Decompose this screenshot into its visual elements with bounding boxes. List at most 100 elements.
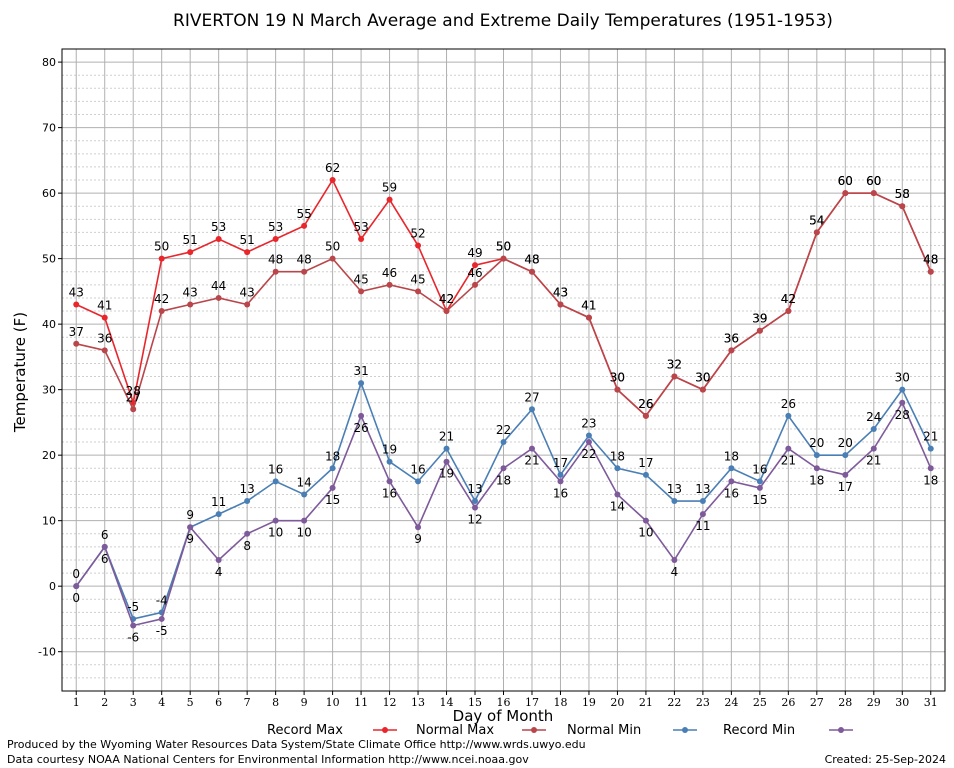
record-max-point	[358, 235, 365, 242]
y-tick-label: 40	[42, 318, 56, 331]
record-min-data-label: 9	[414, 532, 422, 546]
normal-max-data-label: 43	[183, 285, 198, 299]
record-min-data-label: 21	[866, 454, 881, 468]
record-max-point	[386, 196, 393, 203]
normal-max-point	[215, 294, 222, 301]
y-tick-label: 80	[42, 56, 56, 69]
normal-max-data-label: 60	[838, 174, 853, 188]
normal-max-data-label: 26	[638, 397, 653, 411]
record-min-point	[472, 504, 479, 511]
normal-max-point	[386, 281, 393, 288]
record-max-data-label: 54	[809, 213, 824, 227]
normal-min-data-label: -5	[127, 600, 139, 614]
record-max-data-label: 53	[268, 220, 283, 234]
record-min-data-label: 8	[243, 539, 251, 553]
normal-min-data-label: 26	[781, 397, 796, 411]
record-max-data-label: 60	[866, 174, 881, 188]
record-min-point	[443, 458, 450, 465]
record-max-point	[73, 301, 80, 308]
record-max-point	[187, 249, 194, 256]
normal-min-point	[842, 452, 849, 459]
normal-min-data-label: 16	[410, 462, 425, 476]
chart-title: RIVERTON 19 N March Average and Extreme …	[173, 11, 833, 31]
normal-min-point	[415, 478, 422, 485]
normal-max-point	[158, 308, 165, 315]
record-max-data-label: 48	[524, 253, 539, 267]
normal-max-point	[671, 373, 678, 380]
normal-max-data-label: 42	[439, 292, 454, 306]
normal-max-data-label: 48	[524, 253, 539, 267]
normal-min-data-label: 22	[496, 423, 511, 437]
record-min-point	[272, 517, 279, 524]
normal-max-data-label: 39	[752, 312, 767, 326]
normal-min-data-label: 13	[240, 482, 255, 496]
record-min-point	[415, 524, 422, 531]
normal-min-data-label: 18	[610, 449, 625, 463]
normal-min-data-label: 27	[524, 390, 539, 404]
record-max-data-label: 60	[838, 174, 853, 188]
x-tick-label: 1	[73, 696, 80, 709]
record-min-data-label: 19	[439, 467, 454, 481]
normal-max-data-label: 58	[895, 187, 910, 201]
record-max-data-label: 39	[752, 312, 767, 326]
record-max-data-label: 52	[410, 227, 425, 241]
record-min-point	[301, 517, 308, 524]
record-max-data-label: 50	[496, 240, 511, 254]
x-tick-label: 17	[525, 696, 539, 709]
normal-max-data-label: 41	[581, 299, 596, 313]
record-min-point	[585, 439, 592, 446]
normal-max-data-label: 45	[410, 272, 425, 286]
y-tick-label: 20	[42, 449, 56, 462]
x-axis-label: Day of Month	[453, 707, 554, 725]
record-max-point	[415, 242, 422, 249]
normal-max-data-label: 48	[268, 253, 283, 267]
record-max-point	[158, 255, 165, 262]
normal-min-data-label: -4	[156, 593, 168, 607]
record-min-data-label: 16	[724, 486, 739, 500]
plot-frame	[61, 48, 946, 692]
record-max-data-label: 51	[240, 233, 255, 247]
record-min-data-label: 16	[553, 486, 568, 500]
normal-max-data-label: 44	[211, 279, 226, 293]
normal-max-point	[756, 327, 763, 334]
record-max-data-label: 53	[353, 220, 368, 234]
record-min-point	[557, 478, 564, 485]
normal-max-data-label: 30	[695, 371, 710, 385]
record-max-data-label: 41	[97, 299, 112, 313]
record-min-point	[329, 484, 336, 491]
normal-min-point	[927, 445, 934, 452]
x-tick-label: 8	[272, 696, 279, 709]
normal-min-data-label: 13	[467, 482, 482, 496]
normal-max-point	[557, 301, 564, 308]
normal-max-point	[842, 190, 849, 197]
record-min-data-label: 21	[781, 454, 796, 468]
normal-min-data-label: 13	[667, 482, 682, 496]
normal-max-data-label: 54	[809, 213, 824, 227]
record-min-point	[158, 615, 165, 622]
normal-max-data-label: 43	[240, 285, 255, 299]
normal-min-data-label: 21	[923, 430, 938, 444]
legend-marker-normal-min	[682, 727, 688, 733]
record-min-point	[101, 543, 108, 550]
record-min-data-label: 10	[268, 526, 283, 540]
normal-max-point	[358, 288, 365, 295]
record-min-data-label: 4	[215, 565, 223, 579]
record-max-data-label: 58	[895, 187, 910, 201]
y-tick-label: 0	[49, 580, 56, 593]
normal-min-data-label: 9	[186, 508, 194, 522]
x-tick-label: 28	[838, 696, 852, 709]
normal-min-point	[472, 498, 479, 505]
record-min-point	[187, 524, 194, 531]
record-min-data-label: 26	[353, 421, 368, 435]
record-min-data-label: -5	[156, 624, 168, 638]
x-tick-label: 20	[610, 696, 624, 709]
normal-max-point	[101, 347, 108, 354]
normal-max-point	[528, 268, 535, 275]
normal-min-point	[671, 498, 678, 505]
legend-label-record-max: Record Max	[267, 723, 343, 738]
record-min-data-label: 0	[72, 591, 80, 605]
record-min-data-label: 6	[101, 552, 109, 566]
record-min-point	[842, 471, 849, 478]
x-tick-label: 14	[440, 696, 454, 709]
x-tick-label: 27	[810, 696, 824, 709]
